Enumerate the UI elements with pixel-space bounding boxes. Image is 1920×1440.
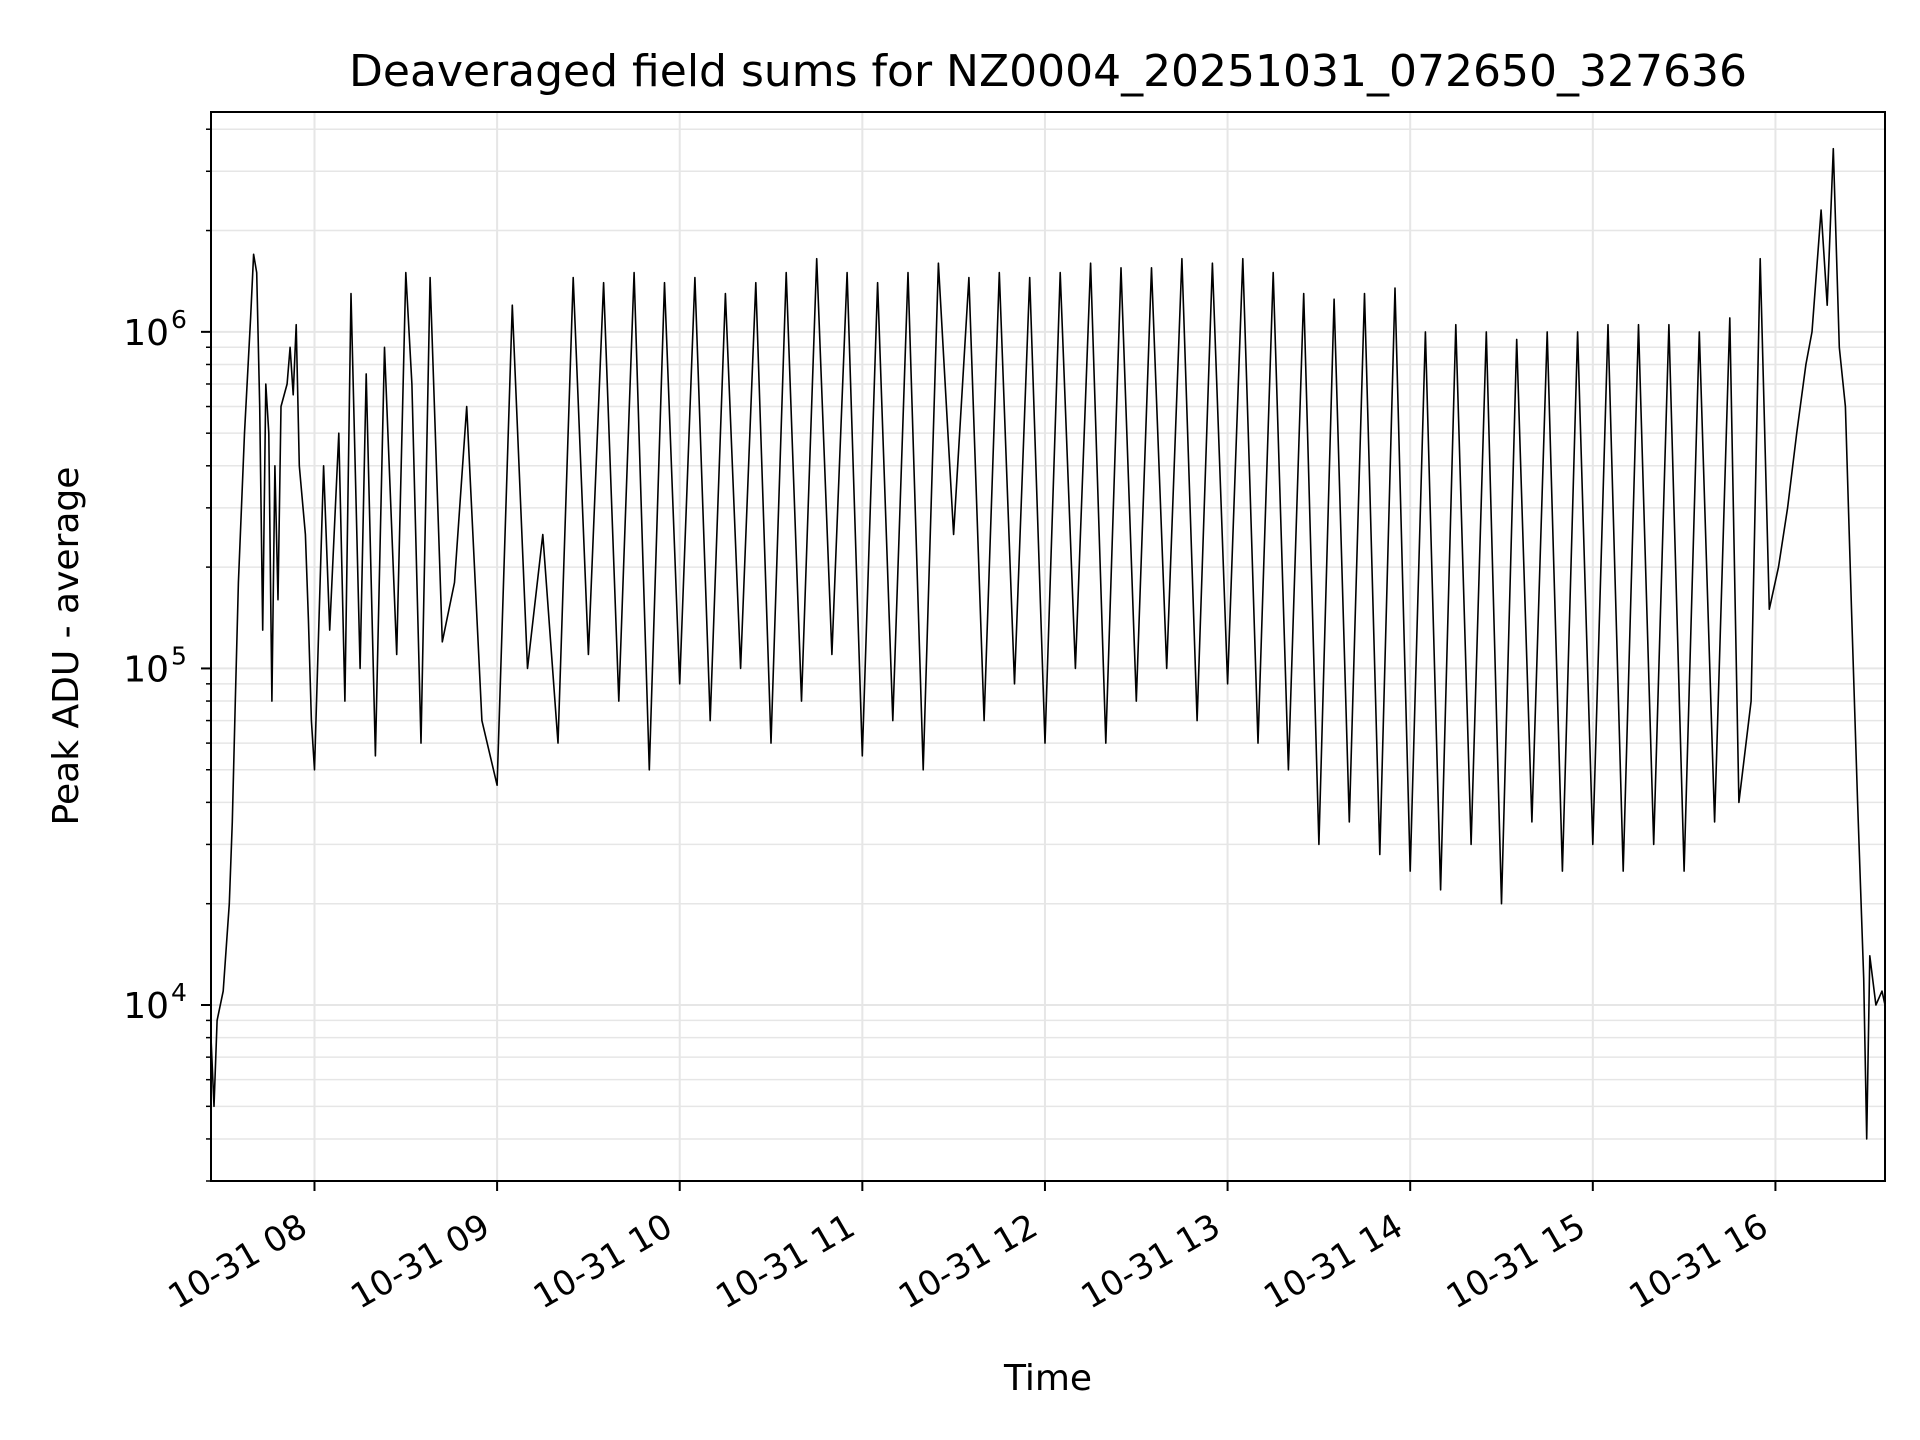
y-tick-label: 10 6 bbox=[123, 305, 187, 354]
x-axis-label: Time bbox=[1003, 1358, 1092, 1399]
plot-frame bbox=[210, 111, 1886, 1182]
series-line bbox=[211, 147, 1885, 1140]
y-tick-exponent: 6 bbox=[171, 305, 187, 334]
grid bbox=[211, 112, 1885, 1182]
y-tick-exponent: 4 bbox=[171, 978, 187, 1007]
y-tick-base: 10 bbox=[123, 313, 169, 354]
y-tick-base: 10 bbox=[123, 649, 169, 690]
series-layer bbox=[211, 147, 1885, 1140]
y-tick-base: 10 bbox=[123, 986, 169, 1027]
y-tick-label: 10 5 bbox=[123, 641, 187, 690]
y-tick-exponent: 5 bbox=[171, 641, 187, 670]
y-axis-label: Peak ADU - average bbox=[46, 467, 87, 826]
chart-title: Deaveraged field sums for NZ0004_2025103… bbox=[349, 46, 1747, 97]
y-tick-label: 10 4 bbox=[123, 978, 187, 1027]
